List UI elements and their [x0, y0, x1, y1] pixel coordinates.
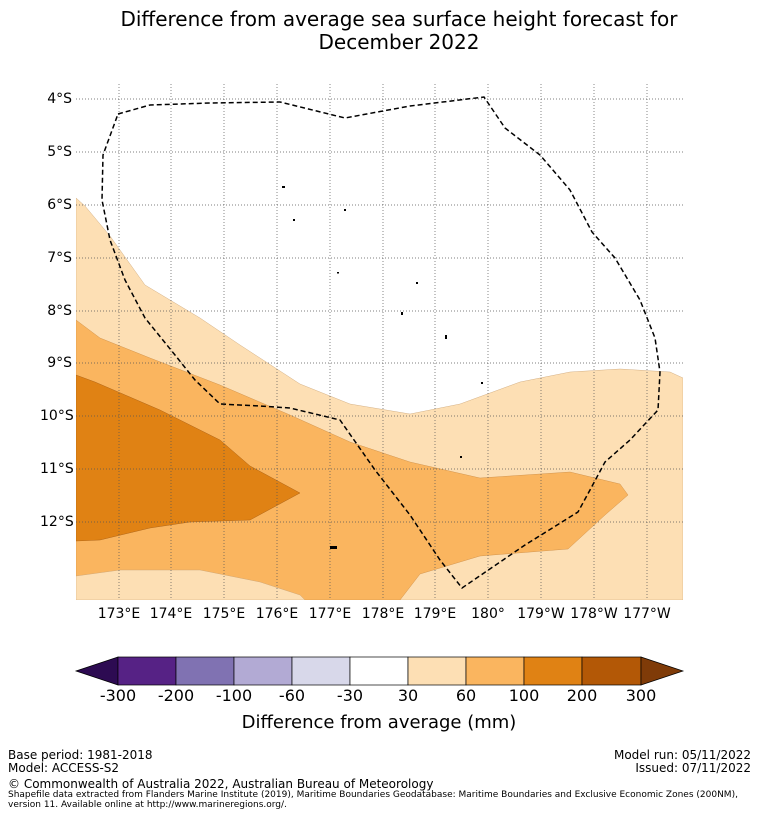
colorbar-tick-label: 200	[566, 686, 598, 705]
colorbar-tick-label: -300	[99, 686, 137, 705]
lat-label: 5°S	[47, 144, 72, 160]
lon-label: 175°E	[202, 606, 246, 622]
islands	[282, 186, 483, 549]
lon-label: 173°E	[97, 606, 141, 622]
lon-label: 178°E	[361, 606, 405, 622]
colorbar-tick-label: 100	[508, 686, 540, 705]
lon-label: 180°	[471, 606, 505, 622]
model-run: Model run: 05/11/2022	[613, 748, 751, 762]
colorbar-bin	[349, 656, 409, 686]
colorbar-min-extend	[74, 656, 119, 686]
colorbar-tick-label: -100	[215, 686, 253, 705]
colorbar-tick-label: -30	[336, 686, 364, 705]
lon-label: 177°E	[308, 606, 352, 622]
lat-label: 4°S	[47, 91, 72, 107]
lon-label: 176°E	[255, 606, 299, 622]
lon-label: 178°W	[570, 606, 618, 622]
colorbar-bin	[233, 656, 293, 686]
lat-label: 11°S	[40, 461, 74, 477]
lon-label: 174°E	[149, 606, 193, 622]
colorbar-bin	[291, 656, 351, 686]
colorbar-tick-label: -60	[278, 686, 306, 705]
colorbar-tick-label: -200	[157, 686, 195, 705]
colorbar-bin	[465, 656, 525, 686]
gridlines	[76, 84, 683, 600]
chart-title: Difference from average sea surface heig…	[0, 8, 758, 54]
colorbar	[74, 656, 685, 686]
shapefile-note: Shapefile data extracted from Flanders M…	[8, 790, 738, 810]
colorbar-bin	[117, 656, 177, 686]
colorbar-bin	[407, 656, 467, 686]
lat-label: 10°S	[40, 408, 74, 424]
model-name: Model: ACCESS-S2	[8, 761, 120, 775]
contour-100-200	[76, 374, 301, 542]
colorbar-bin	[175, 656, 235, 686]
colorbar-tick-label: 60	[455, 686, 477, 705]
base-period: Base period: 1981-2018	[8, 748, 153, 762]
colorbar-tick-label: 30	[397, 686, 419, 705]
lat-label: 12°S	[40, 514, 74, 530]
colorbar-title: Difference from average (mm)	[241, 712, 517, 733]
colorbar-tick-label: 300	[625, 686, 657, 705]
copyright: © Commonwealth of Australia 2022, Austra…	[8, 777, 434, 791]
lat-label: 8°S	[47, 303, 72, 319]
lat-label: 7°S	[47, 250, 72, 266]
issued-date: Issued: 07/11/2022	[635, 761, 751, 775]
title-line-2: December 2022	[318, 30, 480, 54]
lon-label: 179°W	[517, 606, 565, 622]
contour-fills	[76, 197, 683, 600]
contour-60-100	[76, 319, 629, 600]
lat-label: 9°S	[47, 355, 72, 371]
title-line-1: Difference from average sea surface heig…	[120, 7, 678, 31]
lon-label: 179°E	[413, 606, 457, 622]
lon-label: 177°W	[623, 606, 671, 622]
lat-label: 6°S	[47, 197, 72, 213]
colorbar-max-extend	[640, 656, 685, 686]
eez-boundary	[101, 96, 661, 590]
colorbar-bin	[581, 656, 642, 686]
colorbar-bin	[523, 656, 583, 686]
contour-30-60-south	[76, 569, 306, 600]
